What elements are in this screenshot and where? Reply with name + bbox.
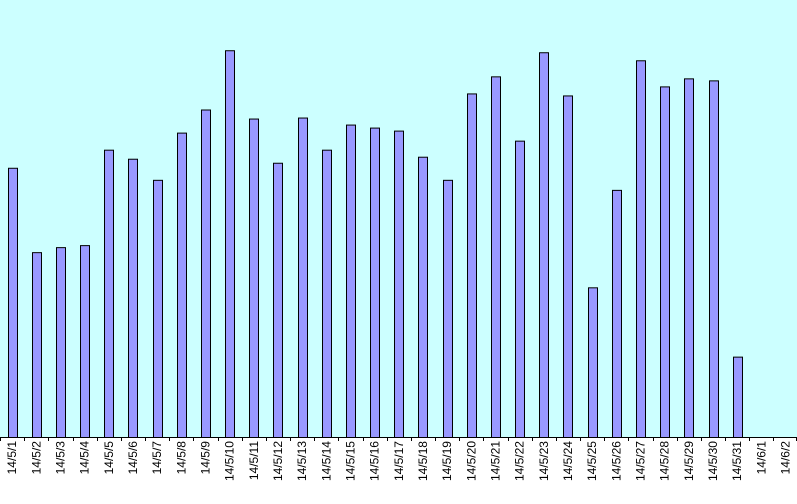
x-tick-label: 14/5/29 [682, 441, 696, 481]
x-tick-label: 14/5/12 [271, 441, 285, 481]
x-tick-label: 14/5/20 [464, 441, 478, 481]
x-tick-label: 14/5/17 [392, 441, 406, 481]
x-tick-label: 14/5/31 [730, 441, 744, 481]
x-tick-label: 14/5/16 [368, 441, 382, 481]
bar [515, 140, 525, 438]
bar [8, 167, 18, 438]
bar [346, 124, 356, 438]
x-tick-label: 14/5/22 [513, 441, 527, 481]
bar [733, 356, 743, 438]
bar [56, 247, 66, 438]
x-tick-label: 14/5/21 [488, 441, 502, 481]
bar [467, 93, 477, 439]
x-tick-label: 14/5/6 [126, 441, 140, 475]
bar [322, 149, 332, 438]
bar [539, 52, 549, 439]
x-tick-label: 14/5/4 [78, 441, 92, 475]
bar [563, 95, 573, 439]
x-tick-label: 14/5/19 [440, 441, 454, 481]
bar [104, 149, 114, 438]
x-tick-label: 14/5/14 [319, 441, 333, 481]
x-tick-label: 14/5/5 [102, 441, 116, 475]
bar [709, 80, 719, 438]
bar [80, 245, 90, 438]
bar [660, 86, 670, 438]
x-tick-label: 14/5/23 [537, 441, 551, 481]
x-tick-label: 14/5/9 [198, 441, 212, 475]
x-tick-label: 14/5/11 [247, 441, 261, 480]
x-tick-label: 14/5/7 [150, 441, 164, 475]
x-tick-label: 14/5/10 [223, 441, 237, 481]
x-tick-label: 14/5/1 [5, 441, 19, 475]
bar [273, 162, 283, 438]
bar [418, 156, 428, 438]
x-tick-label: 14/6/2 [779, 441, 793, 475]
bar [249, 118, 259, 438]
bar [370, 127, 380, 438]
x-tick-label: 14/5/2 [29, 441, 43, 475]
x-tick-label: 14/5/25 [585, 441, 599, 481]
bar [443, 179, 453, 438]
bar [298, 117, 308, 438]
x-tick-label: 14/5/27 [634, 441, 648, 481]
bar [684, 78, 694, 439]
x-tick-label: 14/6/1 [754, 441, 768, 475]
bar [225, 50, 235, 438]
x-tick-label: 14/5/3 [53, 441, 67, 475]
bar [491, 76, 501, 438]
x-tick-label: 14/5/28 [658, 441, 672, 481]
bar [201, 109, 211, 438]
x-tick-label: 14/5/13 [295, 441, 309, 481]
bar [588, 287, 598, 438]
bar [612, 189, 622, 438]
x-tick-label: 14/5/26 [609, 441, 623, 481]
bar [32, 252, 42, 438]
x-axis-labels: 14/5/1 14/5/2 14/5/3 14/5/4 14/5/5 14/5/6 14/5… [5, 441, 792, 481]
x-tick-label: 14/5/18 [416, 441, 430, 481]
bar [153, 179, 163, 438]
bar [177, 132, 187, 438]
bar [394, 130, 404, 439]
x-tick-label: 14/5/15 [343, 441, 357, 481]
x-tick-label: 14/5/24 [561, 441, 575, 481]
bar [128, 158, 138, 438]
x-tick-label: 14/5/8 [174, 441, 188, 475]
bar [636, 60, 646, 439]
x-tick-label: 14/5/30 [706, 441, 720, 481]
